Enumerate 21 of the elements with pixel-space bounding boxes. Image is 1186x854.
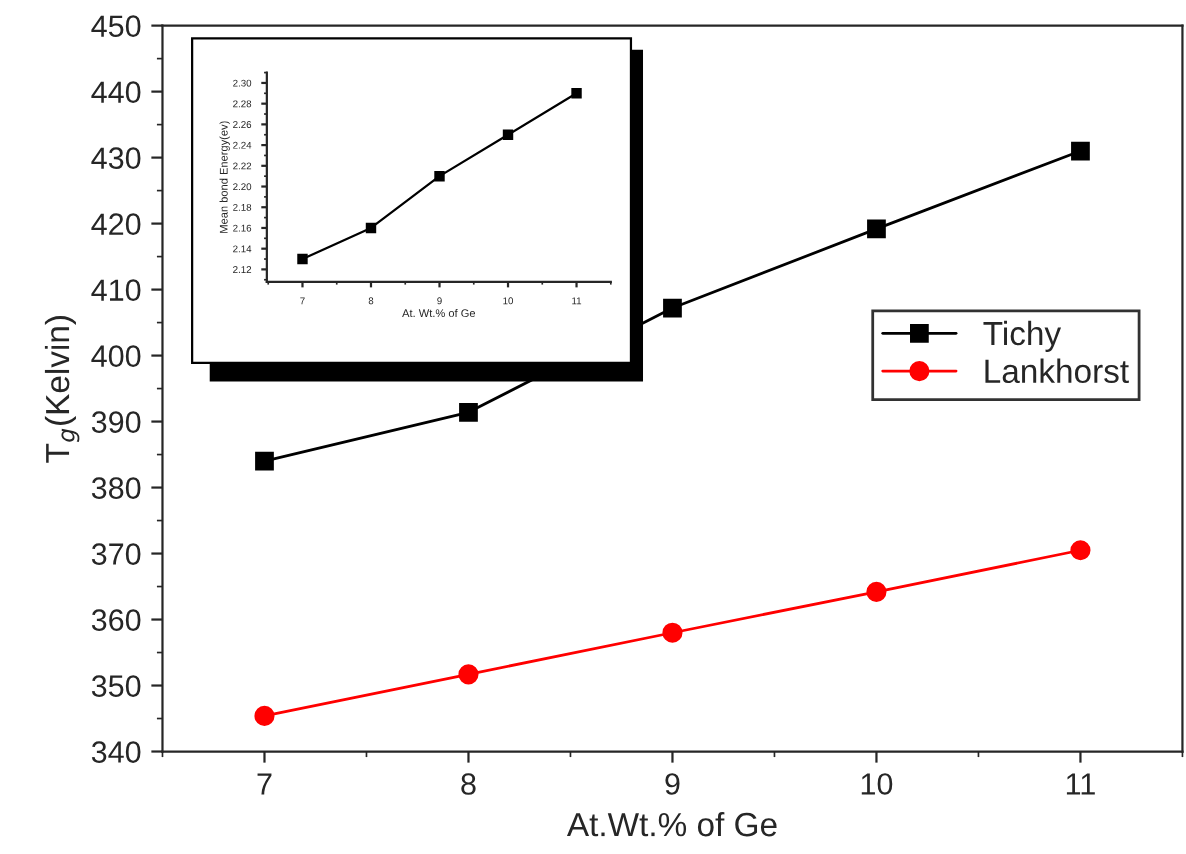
y-tick-label: 350 bbox=[91, 675, 141, 697]
x-tick-label: 7 bbox=[257, 773, 272, 795]
y-tick-label: 450 bbox=[91, 15, 141, 37]
x-tick-label: 8 bbox=[461, 773, 476, 795]
y-tick-label: 400 bbox=[91, 345, 141, 367]
y-tick-label: 370 bbox=[91, 543, 141, 565]
x-tick-label: 11 bbox=[1066, 773, 1095, 795]
y-tick-label: 430 bbox=[91, 147, 141, 169]
y-tick-label: 410 bbox=[91, 279, 141, 301]
legend-label: Tichy bbox=[983, 320, 1062, 352]
y-tick-label: 440 bbox=[91, 81, 141, 103]
y-tick-label: 380 bbox=[91, 477, 141, 499]
x-tick-label: 9 bbox=[665, 773, 680, 795]
y-axis-title: T$_{g}$(Kelvin) bbox=[44, 316, 80, 463]
y-tick-label: 340 bbox=[91, 741, 141, 763]
legend-label: Lankhorst bbox=[985, 358, 1129, 384]
x-axis-title: At.Wt.% of Ge bbox=[566, 811, 777, 837]
y-tick-label: 420 bbox=[91, 213, 141, 235]
y-tick-label: 360 bbox=[91, 609, 141, 631]
x-tick-label: 10 bbox=[861, 773, 893, 795]
y-tick-label: 390 bbox=[91, 411, 141, 433]
